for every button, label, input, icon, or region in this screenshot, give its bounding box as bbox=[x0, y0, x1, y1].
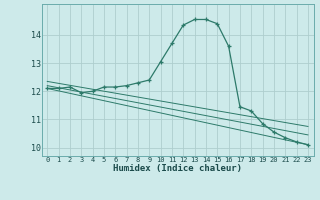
X-axis label: Humidex (Indice chaleur): Humidex (Indice chaleur) bbox=[113, 164, 242, 173]
